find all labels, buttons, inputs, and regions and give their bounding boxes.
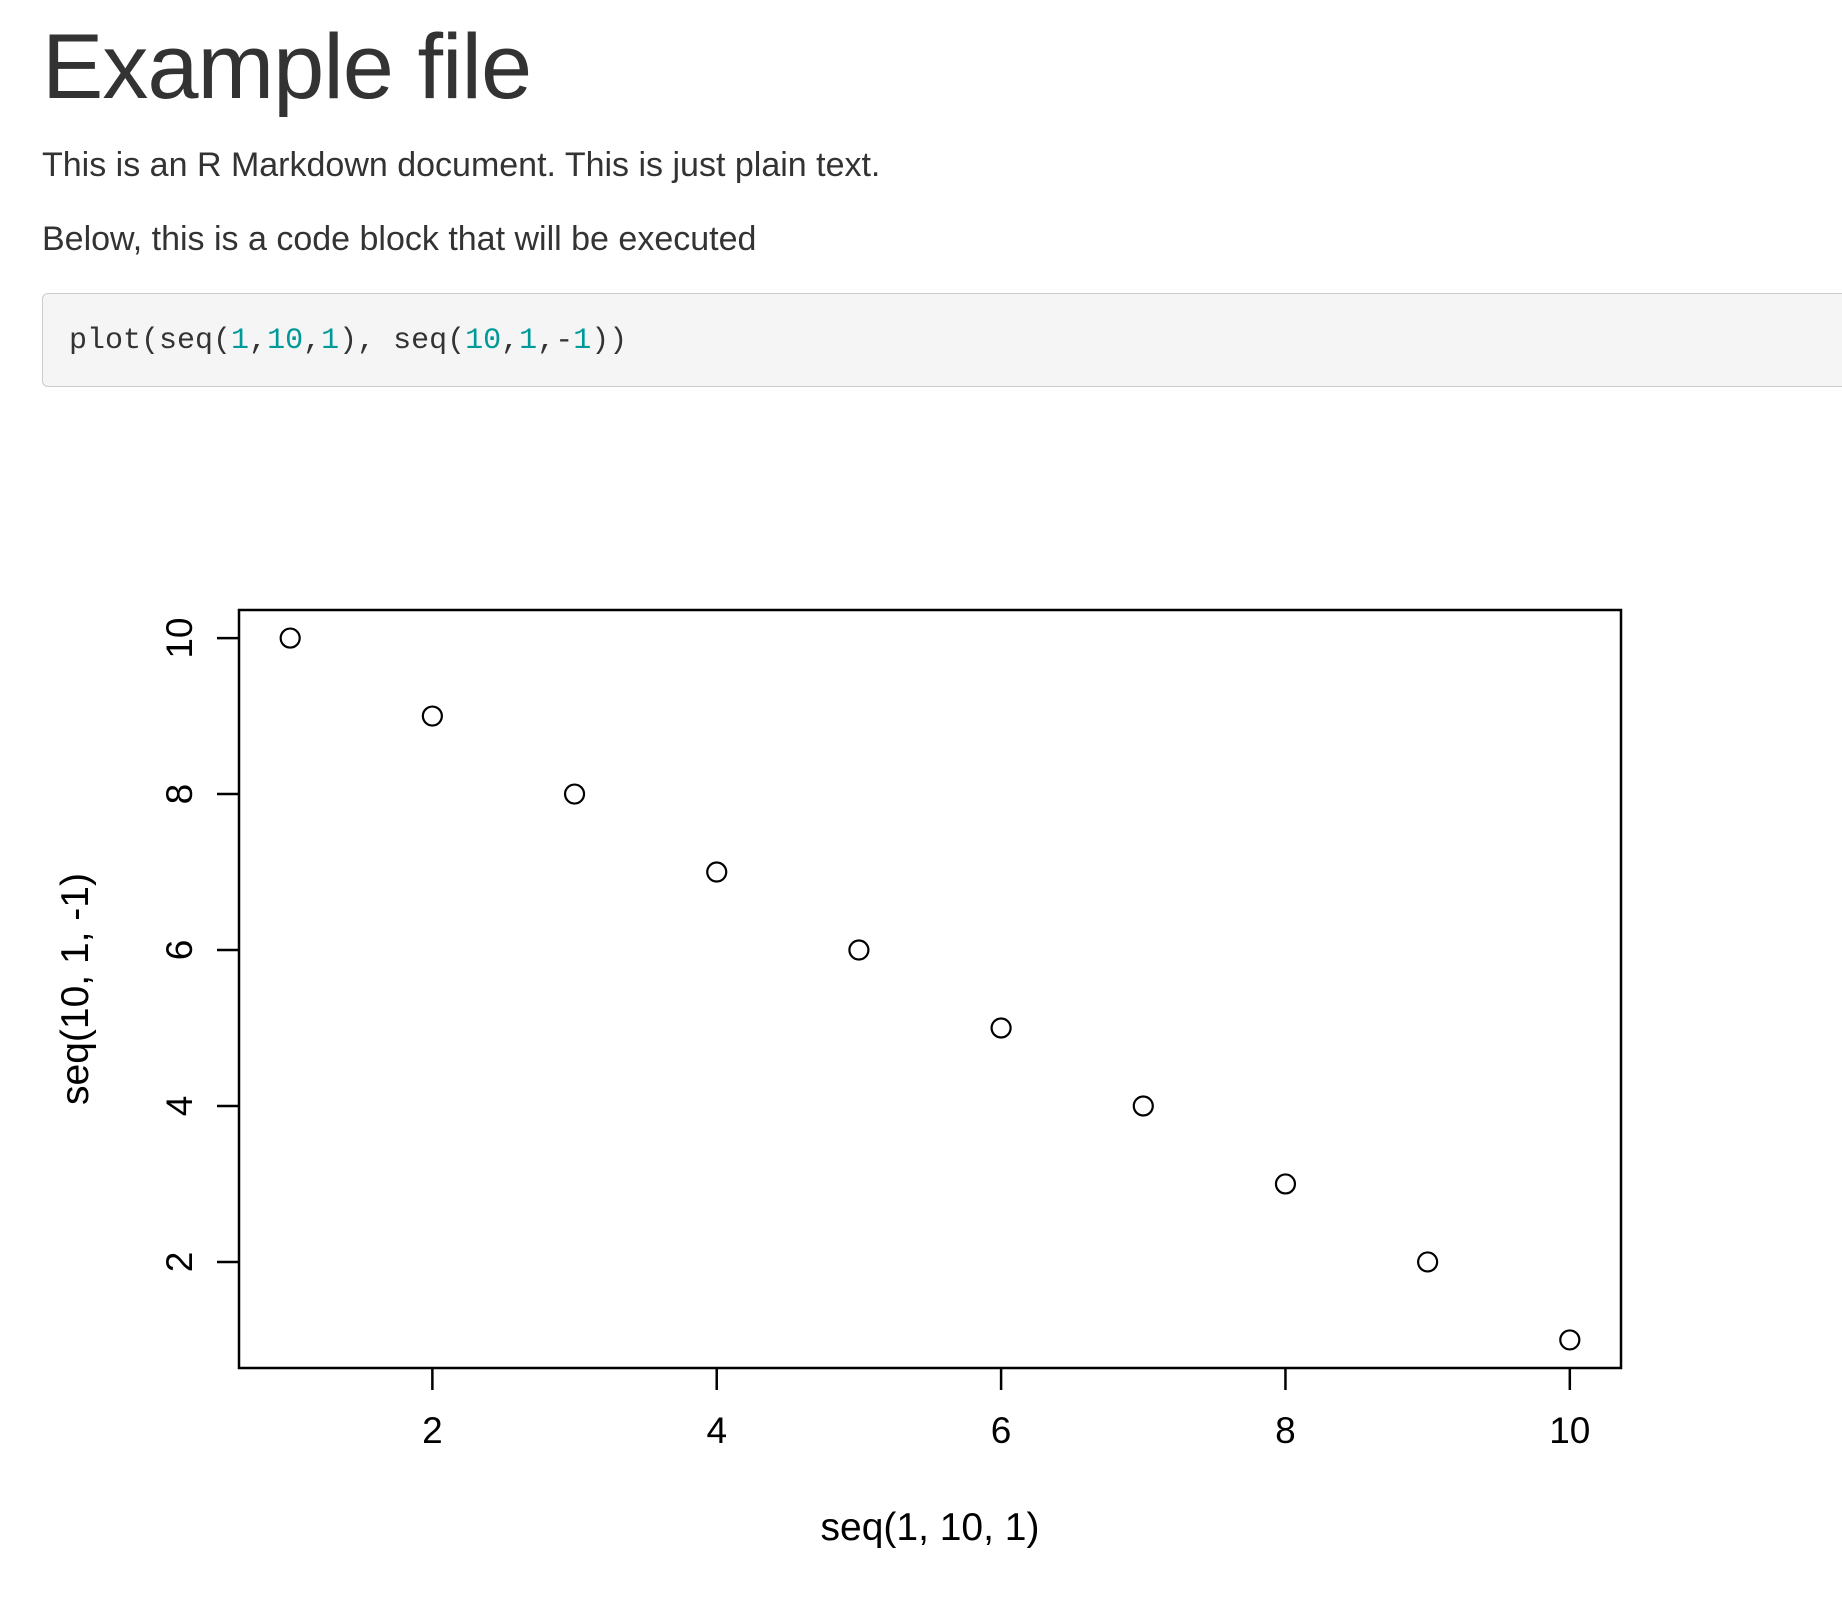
data-point	[421, 705, 443, 727]
plot-container: 2 4 6 8 10 2 4 6 8 10 seq(1, 10, 1) seq(10, 1, -1)	[42, 570, 1742, 1594]
code-number-token: 1	[519, 324, 538, 358]
x-tick-label: 6	[991, 1410, 1012, 1451]
code-token: plot(seq(	[69, 324, 232, 358]
x-tick-label: 8	[1275, 1410, 1296, 1451]
code-number-token: 1	[321, 324, 340, 358]
code-number-token: 1	[573, 324, 592, 358]
data-point	[990, 1017, 1012, 1039]
paragraph-code-intro: Below, this is a code block that will be…	[42, 220, 757, 258]
y-tick-label: 8	[159, 784, 200, 805]
y-axis-label: seq(10, 1, -1)	[54, 873, 97, 1105]
scatter-plot: 2 4 6 8 10 2 4 6 8 10 seq(1, 10, 1) seq(10, 1, -1)	[54, 608, 1623, 1549]
plot-frame	[237, 608, 1623, 1370]
code-number-token: 1	[231, 324, 250, 358]
y-tick-label: 10	[159, 617, 200, 658]
data-point	[1132, 1095, 1154, 1117]
data-point	[1559, 1329, 1581, 1351]
code-token: ,	[249, 324, 268, 358]
code-token: ))	[591, 324, 628, 358]
x-axis-label: seq(1, 10, 1)	[821, 1506, 1040, 1549]
code-token: ), seq(	[339, 324, 466, 358]
code-number-token: 10	[465, 324, 502, 358]
y-tick-label: 2	[159, 1252, 200, 1273]
paragraph-intro: This is an R Markdown document. This is …	[42, 146, 881, 184]
data-point	[1274, 1173, 1297, 1195]
data-point	[1417, 1251, 1439, 1273]
x-tick-label: 2	[422, 1410, 443, 1451]
x-tick-label: 4	[706, 1410, 727, 1451]
data-point	[279, 627, 301, 649]
code-token: ,	[501, 324, 520, 358]
y-tick-label: 4	[159, 1096, 200, 1117]
document: Example file This is an R Markdown docum…	[42, 0, 1842, 1594]
code-number-token: 10	[267, 324, 304, 358]
code-token: ,-	[537, 324, 574, 358]
code-token: ,	[303, 324, 322, 358]
page-title: Example file	[42, 16, 532, 118]
x-tick-label: 10	[1549, 1410, 1590, 1451]
data-point	[706, 861, 728, 883]
data-point	[848, 939, 870, 961]
y-tick-label: 6	[159, 940, 200, 961]
data-point	[563, 783, 586, 805]
code-block[interactable]: plot(seq(1,10,1), seq(10,1,-1))	[42, 293, 1842, 387]
